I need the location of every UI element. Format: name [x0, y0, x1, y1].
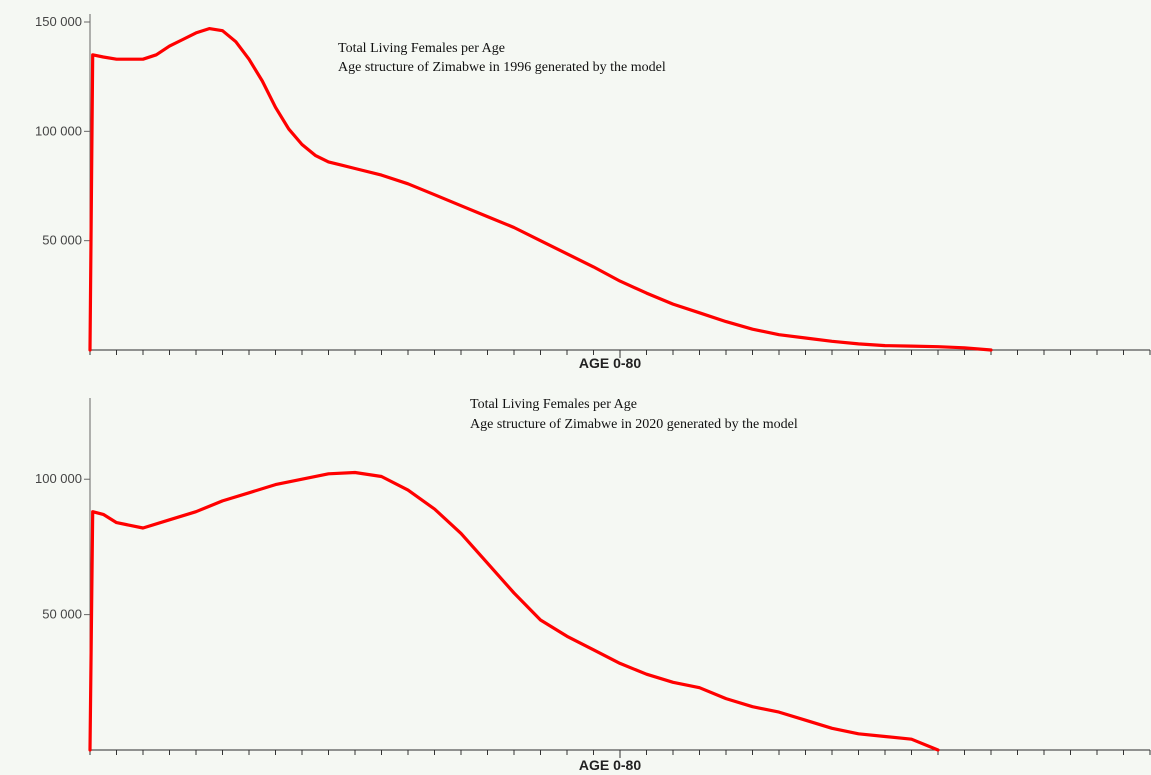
chart-2: 50 000 100 000 AGE 0-80 Total Living Female…: [35, 397, 1151, 773]
y-tick-label: 150 000: [35, 14, 82, 29]
x-axis-label: AGE 0-80: [579, 355, 641, 371]
y-tick-label: 100 000: [35, 471, 82, 486]
series-line: [88, 27, 993, 352]
y-tick-label: 50 000: [42, 607, 82, 622]
chart-subtitle: Age structure of Zimabwe in 2020 generat…: [470, 417, 798, 432]
chart-subtitle: Age structure of Zimabwe in 1996 generat…: [338, 60, 666, 75]
y-tick-label: 50 000: [42, 233, 82, 248]
x-axis-label: AGE 0-80: [579, 757, 641, 773]
chart-title: Total Living Females per Age: [470, 397, 637, 412]
y-tick-label: 100 000: [35, 123, 82, 138]
chart-title: Total Living Females per Age: [338, 41, 505, 56]
chart-1: 50 000 100 000 150 000 AGE 0-80 Total Living…: [35, 14, 1151, 371]
series-line: [88, 470, 940, 752]
